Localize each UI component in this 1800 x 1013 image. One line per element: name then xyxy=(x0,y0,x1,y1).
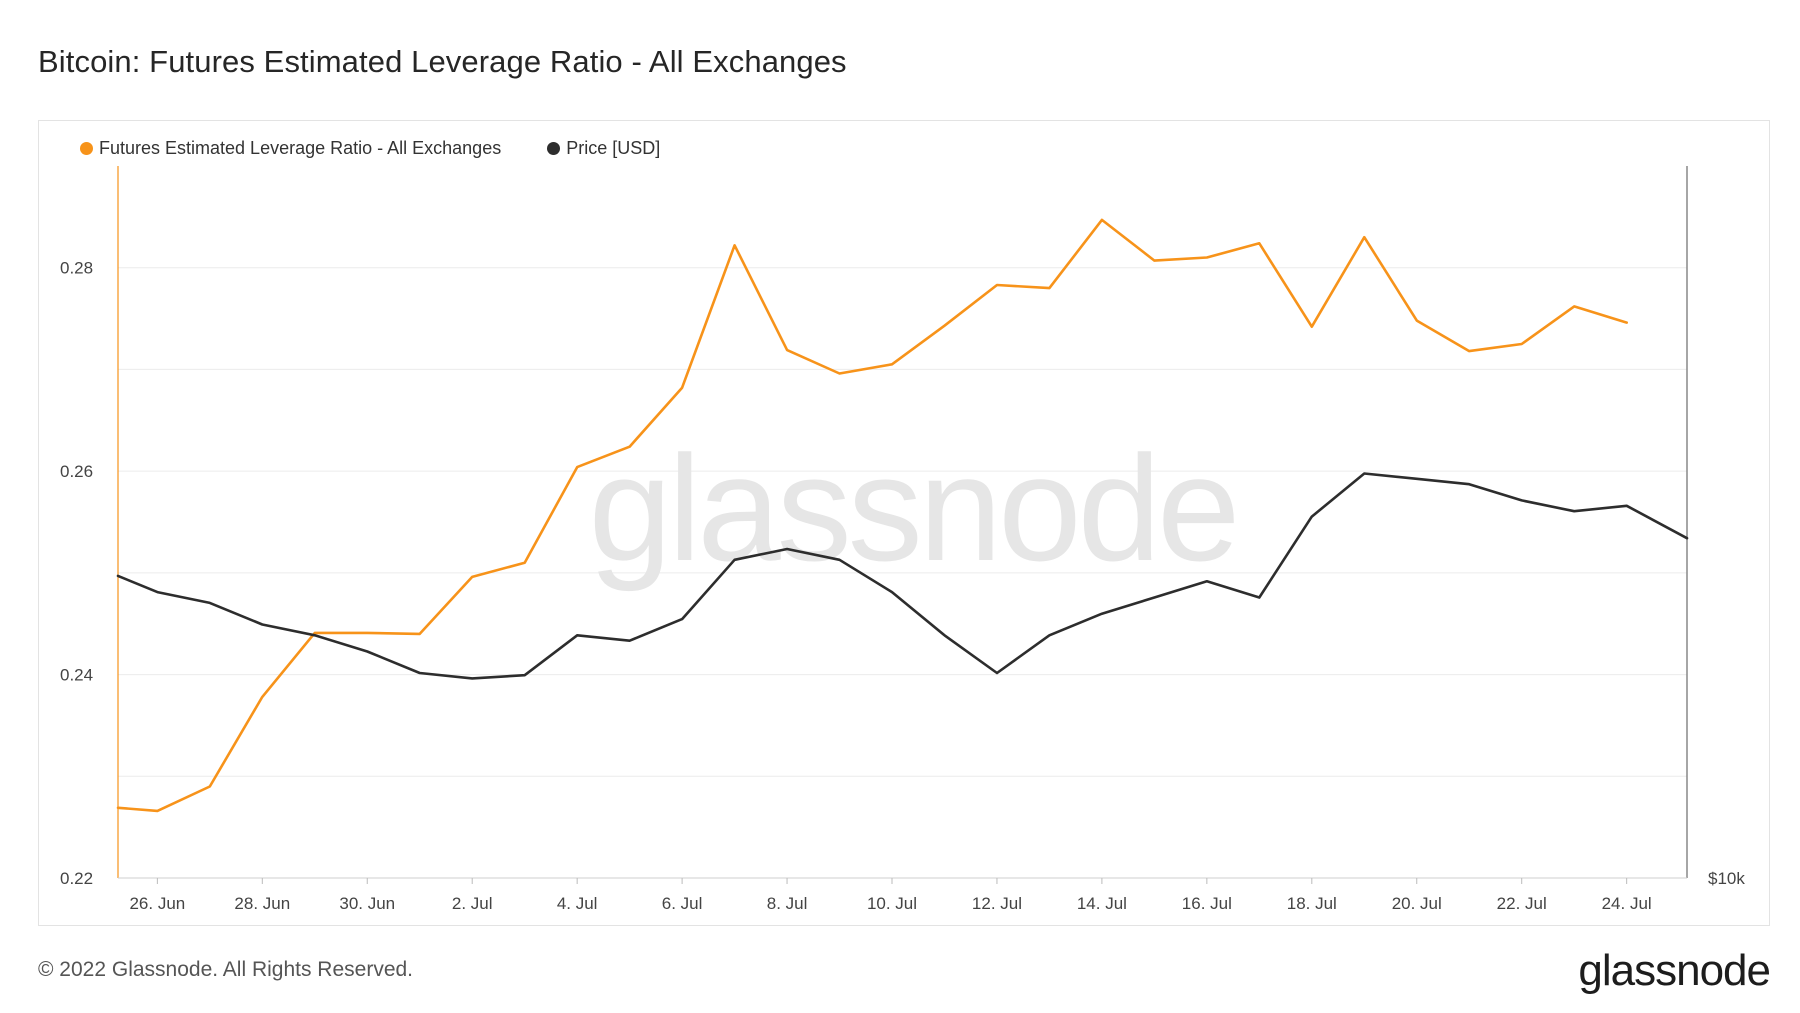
x-tick-label: 26. Jun xyxy=(129,894,185,913)
x-tick-label: 6. Jul xyxy=(662,894,703,913)
x-tick-label: 30. Jun xyxy=(339,894,395,913)
legend-dot-price xyxy=(547,142,561,155)
x-tick-label: 2. Jul xyxy=(452,894,493,913)
leverage-ratio-line xyxy=(116,218,1628,813)
x-tick-label: 28. Jun xyxy=(234,894,290,913)
y-tick-label: 0.28 xyxy=(60,259,93,278)
x-tick-label: 22. Jul xyxy=(1497,894,1547,913)
copyright-text: © 2022 Glassnode. All Rights Reserved. xyxy=(38,958,414,981)
x-tick-label: 24. Jul xyxy=(1602,894,1652,913)
glassnode-logo: glassnode xyxy=(1578,946,1771,995)
legend-label-price: Price [USD] xyxy=(566,138,661,158)
right-axis-label: $10k xyxy=(1708,869,1745,888)
x-tick-label: 8. Jul xyxy=(767,894,808,913)
legend-item-leverage[interactable]: Futures Estimated Leverage Ratio - All E… xyxy=(80,138,501,159)
x-tick-label: 4. Jul xyxy=(557,894,598,913)
legend-label-leverage: Futures Estimated Leverage Ratio - All E… xyxy=(99,138,502,158)
x-tick-label: 16. Jul xyxy=(1182,894,1232,913)
x-tick-label: 10. Jul xyxy=(867,894,917,913)
y-tick-label: 0.24 xyxy=(60,666,93,685)
chart-title: Bitcoin: Futures Estimated Leverage Rati… xyxy=(38,44,847,79)
watermark: glassnode xyxy=(589,424,1237,592)
chart-legend: Futures Estimated Leverage Ratio - All E… xyxy=(80,138,660,159)
price-line xyxy=(116,472,1689,680)
legend-item-price[interactable]: Price [USD] xyxy=(547,138,660,159)
x-tick-label: 14. Jul xyxy=(1077,894,1127,913)
chart-panel xyxy=(38,120,1770,926)
x-tick-label: 20. Jul xyxy=(1392,894,1442,913)
x-tick-label: 12. Jul xyxy=(972,894,1022,913)
legend-dot-leverage xyxy=(80,142,93,155)
y-tick-label: 0.22 xyxy=(60,869,93,888)
x-tick-label: 18. Jul xyxy=(1287,894,1337,913)
y-tick-label: 0.26 xyxy=(60,462,93,481)
